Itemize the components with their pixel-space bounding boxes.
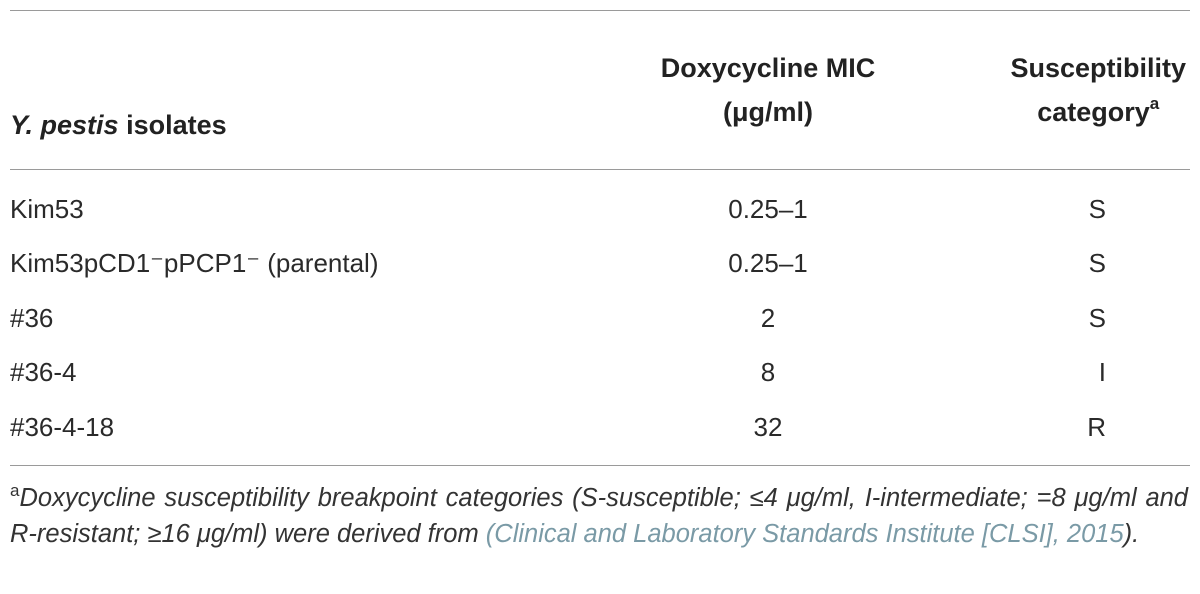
header-category-line2: category	[1037, 97, 1150, 127]
header-species: Y. pestis	[10, 110, 119, 140]
susceptibility-table: Y. pestis isolates Doxycycline MIC (μg/m…	[10, 11, 1190, 466]
footnote-text: Doxycycline susceptibility breakpoint ca…	[10, 483, 1188, 549]
mic-cell: 8	[760, 357, 776, 388]
isolate-cell: #36	[10, 302, 54, 333]
header-row: Y. pestis isolates Doxycycline MIC (μg/m…	[10, 11, 1190, 170]
header-mic: Doxycycline MIC (μg/ml)	[556, 11, 980, 170]
category-cell: R	[1087, 411, 1106, 442]
mic-cell: 2	[760, 302, 776, 333]
isolate-cell: Kim53pCD1⁻pPCP1⁻ (parental)	[10, 248, 379, 279]
isolate-cell: #36-4-18	[10, 411, 115, 442]
footnote-marker: a	[10, 480, 20, 500]
mic-cell: 32	[753, 411, 783, 442]
citation-link[interactable]: (Clinical and Laboratory Standards Insti…	[485, 520, 1124, 548]
isolate-cell: Kim53	[10, 193, 84, 224]
table-row: #36-4 8 I	[10, 346, 1190, 401]
header-isolates: Y. pestis isolates	[10, 11, 556, 170]
footnote-tail: ).	[1123, 520, 1140, 548]
category-cell: S	[1088, 302, 1106, 333]
category-cell: S	[1088, 248, 1106, 279]
table-row: #36 2 S	[10, 291, 1190, 346]
mic-cell: 0.25–1	[728, 248, 808, 279]
table-row: Kim53 0.25–1 S	[10, 170, 1190, 237]
header-mic-line1: Doxycycline MIC	[660, 53, 876, 83]
table-footnote: aDoxycycline susceptibility breakpoint c…	[10, 480, 1190, 553]
data-table-container: Y. pestis isolates Doxycycline MIC (μg/m…	[10, 10, 1190, 553]
table-row: Kim53pCD1⁻pPCP1⁻ (parental) 0.25–1 S	[10, 237, 1190, 292]
header-category: Susceptibility categorya	[980, 11, 1190, 170]
mic-cell: 0.25–1	[728, 193, 808, 224]
header-category-footnote-marker: a	[1149, 94, 1160, 113]
top-rule	[10, 10, 1190, 11]
table-row: #36-4-18 32 R	[10, 400, 1190, 465]
category-cell: I	[1098, 357, 1106, 388]
header-mic-line2: (μg/ml)	[722, 97, 813, 127]
header-category-line1: Susceptibility	[1010, 53, 1186, 83]
category-cell: S	[1088, 193, 1106, 224]
isolate-cell: #36-4	[10, 357, 77, 388]
header-isolates-label: isolates	[118, 110, 227, 140]
